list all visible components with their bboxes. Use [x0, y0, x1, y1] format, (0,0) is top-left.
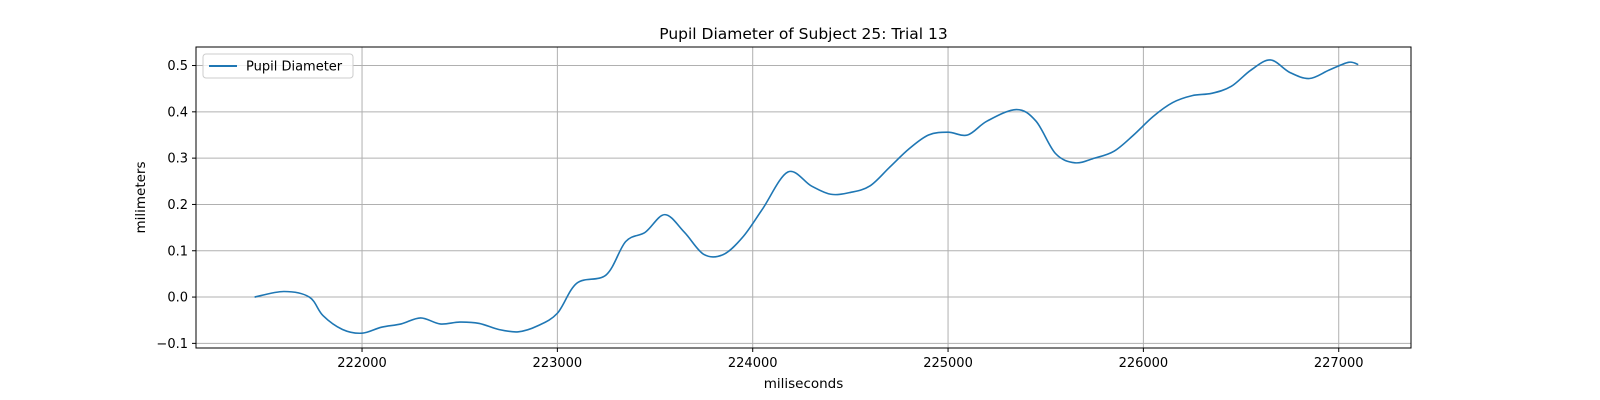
- x-tick-label: 226000: [1119, 356, 1169, 371]
- y-tick-label: 0.4: [167, 105, 188, 120]
- y-tick-label: −0.1: [156, 337, 188, 352]
- x-tick-label: 225000: [923, 356, 973, 371]
- x-tick-label: 222000: [337, 356, 387, 371]
- legend: Pupil Diameter: [202, 53, 354, 79]
- y-tick-label: 0.0: [167, 291, 188, 306]
- x-tick-label: 227000: [1314, 356, 1364, 371]
- x-axis-label: miliseconds: [764, 376, 844, 392]
- legend-label-pupil-diameter: Pupil Diameter: [246, 60, 343, 75]
- y-tick-label: 0.5: [167, 59, 188, 74]
- plot-frame: [195, 46, 1412, 349]
- x-tick-label: 224000: [728, 356, 778, 371]
- series-line-pupil-diameter: [254, 59, 1359, 335]
- x-tick-label: 223000: [533, 356, 583, 371]
- grid-lines: [196, 47, 1411, 348]
- y-axis-ticks: −0.1 0.0 0.1 0.2 0.3 0.4 0.5: [156, 59, 196, 352]
- legend-box: [202, 53, 354, 79]
- y-tick-label: 0.1: [167, 244, 188, 259]
- series-layer: [254, 59, 1359, 335]
- chart-title: Pupil Diameter of Subject 25: Trial 13: [659, 25, 948, 43]
- y-tick-label: 0.3: [167, 152, 188, 167]
- y-tick-label: 0.2: [167, 198, 188, 213]
- x-axis-ticks: 222000 223000 224000 225000 226000 227000: [337, 348, 1364, 371]
- y-axis-label: milimeters: [133, 161, 149, 233]
